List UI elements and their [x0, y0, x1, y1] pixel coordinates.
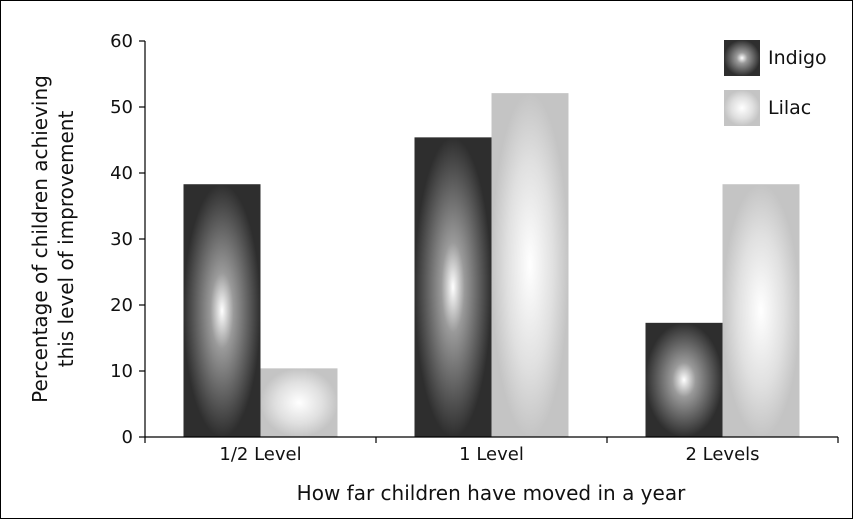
y-tick-label: 10	[110, 361, 133, 382]
y-axis-title: Percentage of children achieving this le…	[28, 75, 78, 403]
legend: Indigo Lilac	[724, 40, 827, 126]
bar-lilac-1	[260, 368, 338, 437]
bar-lilac-2	[491, 93, 569, 437]
bars-group	[183, 93, 800, 438]
y-ticks-group: 0 10 20 30 40 50 60	[110, 31, 145, 448]
x-category-label: 1/2 Level	[219, 444, 301, 465]
x-ticks-group: 1/2 Level 1 Level 2 Levels	[144, 437, 839, 465]
bar-indigo-1	[183, 184, 261, 437]
bar-indigo-3	[645, 322, 723, 437]
y-tick-label: 60	[110, 31, 133, 52]
y-axis-title-line-2: this level of improvement	[54, 111, 78, 368]
y-tick-label: 40	[110, 163, 133, 184]
bar-indigo-2	[414, 137, 492, 438]
y-tick-label: 30	[110, 229, 133, 250]
legend-label-indigo: Indigo	[768, 47, 827, 69]
legend-swatch-indigo	[724, 40, 760, 76]
bar-lilac-3	[722, 184, 800, 437]
legend-label-lilac: Lilac	[768, 97, 811, 119]
x-axis-title: How far children have moved in a year	[297, 481, 686, 505]
y-tick-label: 0	[122, 427, 133, 448]
x-category-label: 2 Levels	[685, 444, 759, 465]
y-axis-title-line-1: Percentage of children achieving	[28, 75, 52, 403]
y-tick-label: 50	[110, 97, 133, 118]
x-category-label: 1 Level	[459, 444, 524, 465]
legend-swatch-lilac	[724, 90, 760, 126]
y-tick-label: 20	[110, 295, 133, 316]
